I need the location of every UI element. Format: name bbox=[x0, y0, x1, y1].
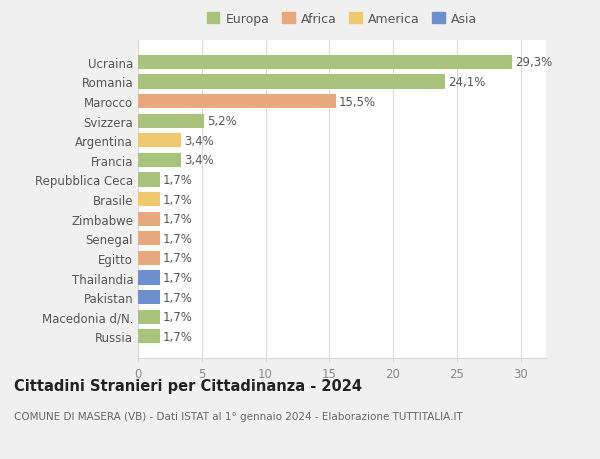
Text: 3,4%: 3,4% bbox=[185, 154, 214, 167]
Text: 1,7%: 1,7% bbox=[163, 174, 193, 187]
Bar bbox=[138, 193, 160, 207]
Text: Cittadini Stranieri per Cittadinanza - 2024: Cittadini Stranieri per Cittadinanza - 2… bbox=[14, 379, 362, 394]
Bar bbox=[138, 95, 335, 109]
Text: 29,3%: 29,3% bbox=[515, 56, 552, 69]
Bar bbox=[138, 114, 204, 129]
Bar bbox=[138, 173, 160, 187]
Bar bbox=[138, 271, 160, 285]
Text: 1,7%: 1,7% bbox=[163, 213, 193, 226]
Bar bbox=[138, 310, 160, 324]
Bar bbox=[138, 134, 181, 148]
Text: 24,1%: 24,1% bbox=[448, 76, 486, 89]
Text: COMUNE DI MASERA (VB) - Dati ISTAT al 1° gennaio 2024 - Elaborazione TUTTITALIA.: COMUNE DI MASERA (VB) - Dati ISTAT al 1°… bbox=[14, 411, 463, 421]
Legend: Europa, Africa, America, Asia: Europa, Africa, America, Asia bbox=[207, 13, 477, 26]
Bar bbox=[138, 212, 160, 226]
Bar bbox=[138, 291, 160, 304]
Text: 3,4%: 3,4% bbox=[185, 134, 214, 147]
Bar bbox=[138, 232, 160, 246]
Text: 1,7%: 1,7% bbox=[163, 252, 193, 265]
Bar bbox=[138, 330, 160, 344]
Text: 5,2%: 5,2% bbox=[208, 115, 237, 128]
Bar bbox=[138, 56, 512, 70]
Text: 1,7%: 1,7% bbox=[163, 291, 193, 304]
Text: 1,7%: 1,7% bbox=[163, 311, 193, 324]
Bar bbox=[138, 153, 181, 168]
Bar bbox=[138, 75, 445, 90]
Text: 15,5%: 15,5% bbox=[339, 95, 376, 108]
Text: 1,7%: 1,7% bbox=[163, 330, 193, 343]
Text: 1,7%: 1,7% bbox=[163, 271, 193, 285]
Text: 1,7%: 1,7% bbox=[163, 193, 193, 206]
Bar bbox=[138, 251, 160, 265]
Text: 1,7%: 1,7% bbox=[163, 232, 193, 245]
